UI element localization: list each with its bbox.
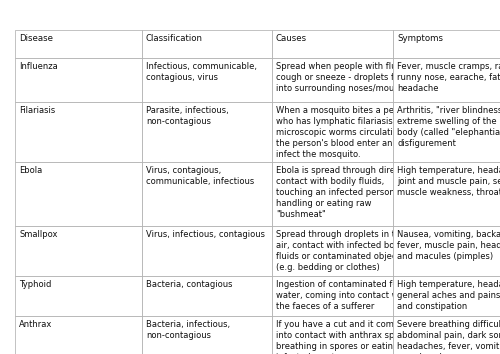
Bar xyxy=(393,226,500,276)
Bar xyxy=(272,316,393,354)
Text: Spread through droplets in the
air, contact with infected bodily
fluids or conta: Spread through droplets in the air, cont… xyxy=(276,230,409,272)
Text: Influenza: Influenza xyxy=(19,62,58,71)
Text: Causes: Causes xyxy=(276,34,307,43)
Text: Bacteria, contagious: Bacteria, contagious xyxy=(146,280,233,289)
Text: Spread when people with flu
cough or sneeze - droplets fly
into surrounding nose: Spread when people with flu cough or sne… xyxy=(276,62,407,93)
Bar xyxy=(142,276,272,316)
Text: Ebola: Ebola xyxy=(19,166,42,175)
Bar xyxy=(393,102,500,162)
Bar xyxy=(272,162,393,226)
Bar xyxy=(272,276,393,316)
Text: High temperature, headache,
joint and muscle pain, severe
muscle weakness, throa: High temperature, headache, joint and mu… xyxy=(397,166,500,197)
Text: Symptoms: Symptoms xyxy=(397,34,443,43)
Text: Ingestion of contaminated food or
water, coming into contact with
the faeces of : Ingestion of contaminated food or water,… xyxy=(276,280,419,311)
Bar xyxy=(393,276,500,316)
Bar xyxy=(272,30,393,58)
Bar xyxy=(15,58,142,102)
Text: Typhoid: Typhoid xyxy=(19,280,52,289)
Bar xyxy=(15,316,142,354)
Text: Arthritis, "river blindness",
extreme swelling of the lower
body (called "elepha: Arthritis, "river blindness", extreme sw… xyxy=(397,106,500,148)
Bar xyxy=(142,102,272,162)
Bar xyxy=(142,226,272,276)
Text: Virus, contagious,
communicable, infectious: Virus, contagious, communicable, infecti… xyxy=(146,166,254,186)
Bar xyxy=(393,30,500,58)
Bar xyxy=(272,58,393,102)
Bar xyxy=(15,30,142,58)
Text: Anthrax: Anthrax xyxy=(19,320,52,329)
Text: Bacteria, infectious,
non-contagious: Bacteria, infectious, non-contagious xyxy=(146,320,230,340)
Text: When a mosquito bites a person
who has lymphatic filariasis,
microscopic worms c: When a mosquito bites a person who has l… xyxy=(276,106,414,159)
Text: Nausea, vomiting, backache,
fever, muscle pain, headache
and macules (pimples): Nausea, vomiting, backache, fever, muscl… xyxy=(397,230,500,261)
Bar xyxy=(272,226,393,276)
Text: Virus, infectious, contagious: Virus, infectious, contagious xyxy=(146,230,265,239)
Bar xyxy=(15,276,142,316)
Text: Smallpox: Smallpox xyxy=(19,230,58,239)
Bar xyxy=(15,162,142,226)
Text: Fever, muscle cramps, rash,
runny nose, earache, fatigue and
headache: Fever, muscle cramps, rash, runny nose, … xyxy=(397,62,500,93)
Text: Severe breathing difficulties and
abdominal pain, dark sores,
headaches, fever, : Severe breathing difficulties and abdomi… xyxy=(397,320,500,354)
Text: Classification: Classification xyxy=(146,34,203,43)
Text: High temperature, headache,
general aches and pains, cough
and constipation: High temperature, headache, general ache… xyxy=(397,280,500,311)
Bar xyxy=(15,102,142,162)
Bar xyxy=(272,102,393,162)
Bar xyxy=(142,316,272,354)
Bar xyxy=(142,30,272,58)
Text: Parasite, infectious,
non-contagious: Parasite, infectious, non-contagious xyxy=(146,106,229,126)
Text: Ebola is spread through direct
contact with bodily fluids,
touching an infected : Ebola is spread through direct contact w… xyxy=(276,166,413,219)
Text: If you have a cut and it comes
into contact with anthrax spores,
breathing in sp: If you have a cut and it comes into cont… xyxy=(276,320,415,354)
Text: Disease: Disease xyxy=(19,34,53,43)
Text: Filariasis: Filariasis xyxy=(19,106,55,115)
Bar xyxy=(393,162,500,226)
Bar xyxy=(393,316,500,354)
Bar xyxy=(15,226,142,276)
Bar xyxy=(142,58,272,102)
Text: Infectious, communicable,
contagious, virus: Infectious, communicable, contagious, vi… xyxy=(146,62,257,82)
Bar xyxy=(142,162,272,226)
Bar xyxy=(393,58,500,102)
